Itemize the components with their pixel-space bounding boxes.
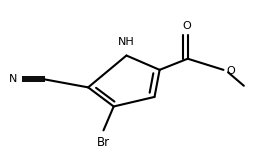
Text: Br: Br (97, 136, 110, 149)
Text: O: O (182, 21, 191, 31)
Text: NH: NH (118, 37, 135, 47)
Text: N: N (9, 74, 17, 84)
Text: O: O (226, 66, 235, 76)
